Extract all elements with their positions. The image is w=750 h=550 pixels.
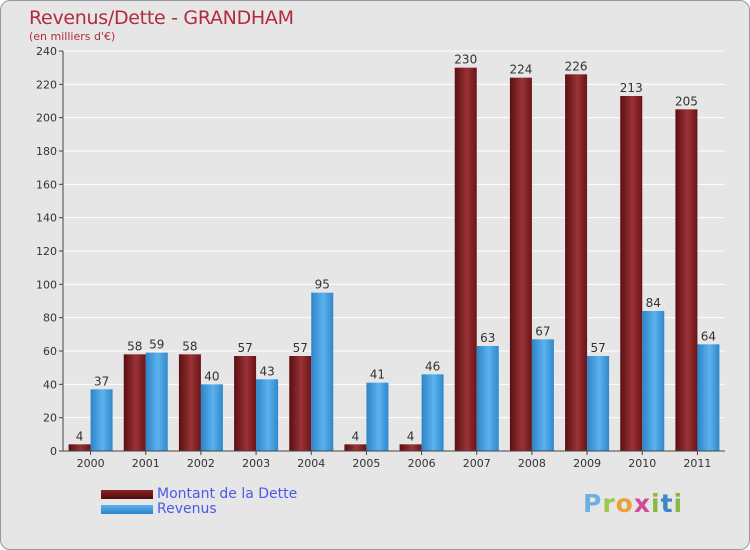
x-tick-label: 2004 bbox=[297, 457, 325, 470]
bar-dette bbox=[68, 444, 91, 451]
bar-revenus bbox=[697, 344, 720, 451]
data-label: 84 bbox=[646, 296, 661, 310]
bar-revenus bbox=[311, 292, 334, 451]
x-tick-label: 2006 bbox=[408, 457, 436, 470]
bar-dette bbox=[565, 74, 588, 451]
bar-dette bbox=[509, 77, 532, 452]
bar-revenus bbox=[200, 384, 223, 451]
y-tick-label: 0 bbox=[50, 445, 57, 458]
legend-label-revenus: Revenus bbox=[157, 501, 217, 517]
data-label: 58 bbox=[182, 339, 197, 353]
x-tick-label: 2011 bbox=[683, 457, 711, 470]
x-tick-label: 2008 bbox=[518, 457, 546, 470]
y-tick-label: 120 bbox=[36, 245, 57, 258]
bar-dette bbox=[399, 444, 422, 451]
y-tick-label: 200 bbox=[36, 112, 57, 125]
x-tick-label: 2005 bbox=[352, 457, 380, 470]
bar-dette bbox=[123, 354, 146, 451]
legend-swatch-revenus bbox=[101, 505, 153, 514]
data-label: 226 bbox=[565, 59, 588, 73]
bar-revenus bbox=[642, 311, 665, 451]
bar-revenus bbox=[531, 339, 554, 451]
data-label: 40 bbox=[204, 369, 219, 383]
bar-dette bbox=[454, 67, 477, 452]
y-tick-label: 220 bbox=[36, 78, 57, 91]
data-label: 43 bbox=[259, 364, 274, 378]
data-label: 4 bbox=[76, 429, 84, 443]
bar-revenus bbox=[256, 379, 279, 451]
bar-dette bbox=[178, 354, 201, 451]
data-label: 67 bbox=[535, 324, 550, 338]
data-label: 37 bbox=[94, 374, 109, 388]
data-label: 57 bbox=[293, 341, 308, 355]
x-tick-label: 2007 bbox=[463, 457, 491, 470]
bar-revenus bbox=[587, 356, 610, 451]
data-label: 4 bbox=[352, 429, 360, 443]
bar-dette bbox=[675, 109, 698, 451]
bar-revenus bbox=[476, 346, 499, 451]
data-label: 57 bbox=[590, 341, 605, 355]
legend-label-debt: Montant de la Dette bbox=[157, 486, 298, 502]
bar-dette bbox=[234, 356, 257, 451]
y-tick-label: 240 bbox=[36, 45, 57, 58]
chart-title: Revenus/Dette - GRANDHAM bbox=[29, 7, 294, 29]
y-tick-label: 20 bbox=[43, 412, 57, 425]
bar-revenus bbox=[145, 352, 168, 451]
data-label: 95 bbox=[315, 278, 330, 292]
y-tick-label: 80 bbox=[43, 312, 57, 325]
data-label: 64 bbox=[701, 329, 716, 343]
data-label: 58 bbox=[127, 339, 142, 353]
bar-revenus bbox=[421, 374, 444, 451]
x-tick-label: 2009 bbox=[573, 457, 601, 470]
data-label: 59 bbox=[149, 338, 164, 352]
data-label: 46 bbox=[425, 359, 440, 373]
bar-dette bbox=[344, 444, 367, 451]
bar-dette bbox=[289, 356, 312, 451]
x-tick-label: 2003 bbox=[242, 457, 270, 470]
x-tick-label: 2010 bbox=[628, 457, 656, 470]
bar-revenus bbox=[366, 382, 389, 451]
y-tick-label: 60 bbox=[43, 345, 57, 358]
data-label: 4 bbox=[407, 429, 415, 443]
bar-dette bbox=[620, 96, 643, 451]
x-tick-label: 2000 bbox=[77, 457, 105, 470]
chart-subtitle: (en milliers d'€) bbox=[29, 30, 116, 43]
y-tick-label: 40 bbox=[43, 378, 57, 391]
data-label: 205 bbox=[675, 94, 698, 108]
y-tick-label: 180 bbox=[36, 145, 57, 158]
data-label: 224 bbox=[509, 63, 532, 77]
data-label: 63 bbox=[480, 331, 495, 345]
data-label: 230 bbox=[454, 53, 477, 67]
y-tick-label: 140 bbox=[36, 212, 57, 225]
data-label: 41 bbox=[370, 368, 385, 382]
data-label: 57 bbox=[237, 341, 252, 355]
y-tick-label: 160 bbox=[36, 178, 57, 191]
y-tick-label: 100 bbox=[36, 278, 57, 291]
bar-revenus bbox=[90, 389, 113, 451]
data-label: 213 bbox=[620, 81, 643, 95]
x-tick-label: 2001 bbox=[132, 457, 160, 470]
proxiti-logo: Proxiti bbox=[583, 489, 684, 518]
x-tick-label: 2002 bbox=[187, 457, 215, 470]
legend-swatch-debt bbox=[101, 490, 153, 499]
